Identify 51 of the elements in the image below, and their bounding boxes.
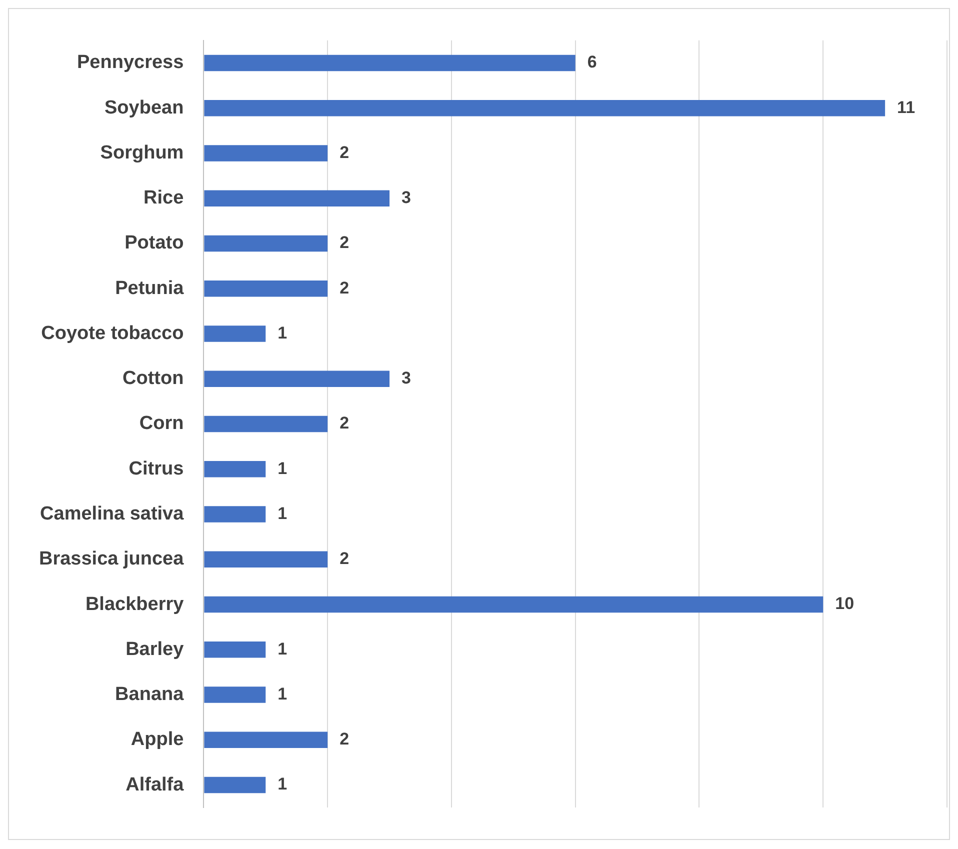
y-tick-label: Brassica juncea — [38, 548, 184, 570]
y-tick-label: Rice — [144, 188, 184, 209]
y-tick-label: Pennycress — [77, 52, 184, 74]
bar — [204, 54, 576, 72]
y-tick-label: Corn — [139, 413, 184, 434]
y-tick-label: Apple — [130, 729, 184, 750]
bar — [204, 551, 328, 568]
y-tick-label: Blackberry — [85, 594, 184, 615]
y-tick-label: Coyote tobacco — [41, 322, 184, 344]
data-label: 2 — [340, 142, 350, 162]
data-label: 1 — [278, 774, 288, 794]
y-tick-label: Alfalfa — [126, 774, 184, 796]
data-label: 10 — [835, 594, 854, 614]
bar — [204, 732, 328, 748]
data-label: 3 — [402, 188, 411, 208]
bar — [204, 145, 328, 162]
data-label: 2 — [340, 730, 350, 749]
bar — [204, 190, 390, 206]
bar — [204, 370, 390, 387]
data-label: 2 — [340, 414, 350, 433]
data-label: 1 — [278, 684, 288, 704]
bar — [204, 506, 266, 522]
bar — [204, 280, 328, 297]
bar — [204, 776, 266, 794]
bar — [204, 100, 886, 116]
bar — [204, 461, 266, 478]
y-tick-label: Sorghum — [100, 142, 184, 164]
y-tick-label: Petunia — [115, 278, 184, 299]
data-label: 2 — [340, 233, 350, 252]
data-label: 2 — [340, 549, 350, 568]
y-tick-label: Banana — [115, 684, 184, 706]
data-label: 6 — [587, 52, 597, 72]
data-label: 3 — [402, 368, 411, 388]
bar — [204, 596, 824, 613]
bar — [204, 642, 266, 658]
data-label: 2 — [340, 278, 350, 298]
y-tick-label: Soybean — [104, 97, 184, 118]
bar — [204, 235, 328, 252]
y-tick-label: Barley — [126, 638, 184, 660]
y-tick-label: Cotton — [122, 368, 184, 390]
bar — [204, 686, 266, 703]
y-tick-label: Citrus — [128, 458, 184, 480]
data-label: 11 — [897, 98, 916, 117]
data-label: 1 — [278, 458, 288, 478]
y-tick-label: Camelina sativa — [40, 503, 184, 524]
data-label: 1 — [278, 323, 288, 342]
data-label: 1 — [278, 639, 288, 658]
bar — [204, 326, 266, 342]
y-tick-label: Potato — [124, 232, 184, 254]
data-label: 1 — [278, 504, 288, 523]
bar — [204, 416, 328, 432]
